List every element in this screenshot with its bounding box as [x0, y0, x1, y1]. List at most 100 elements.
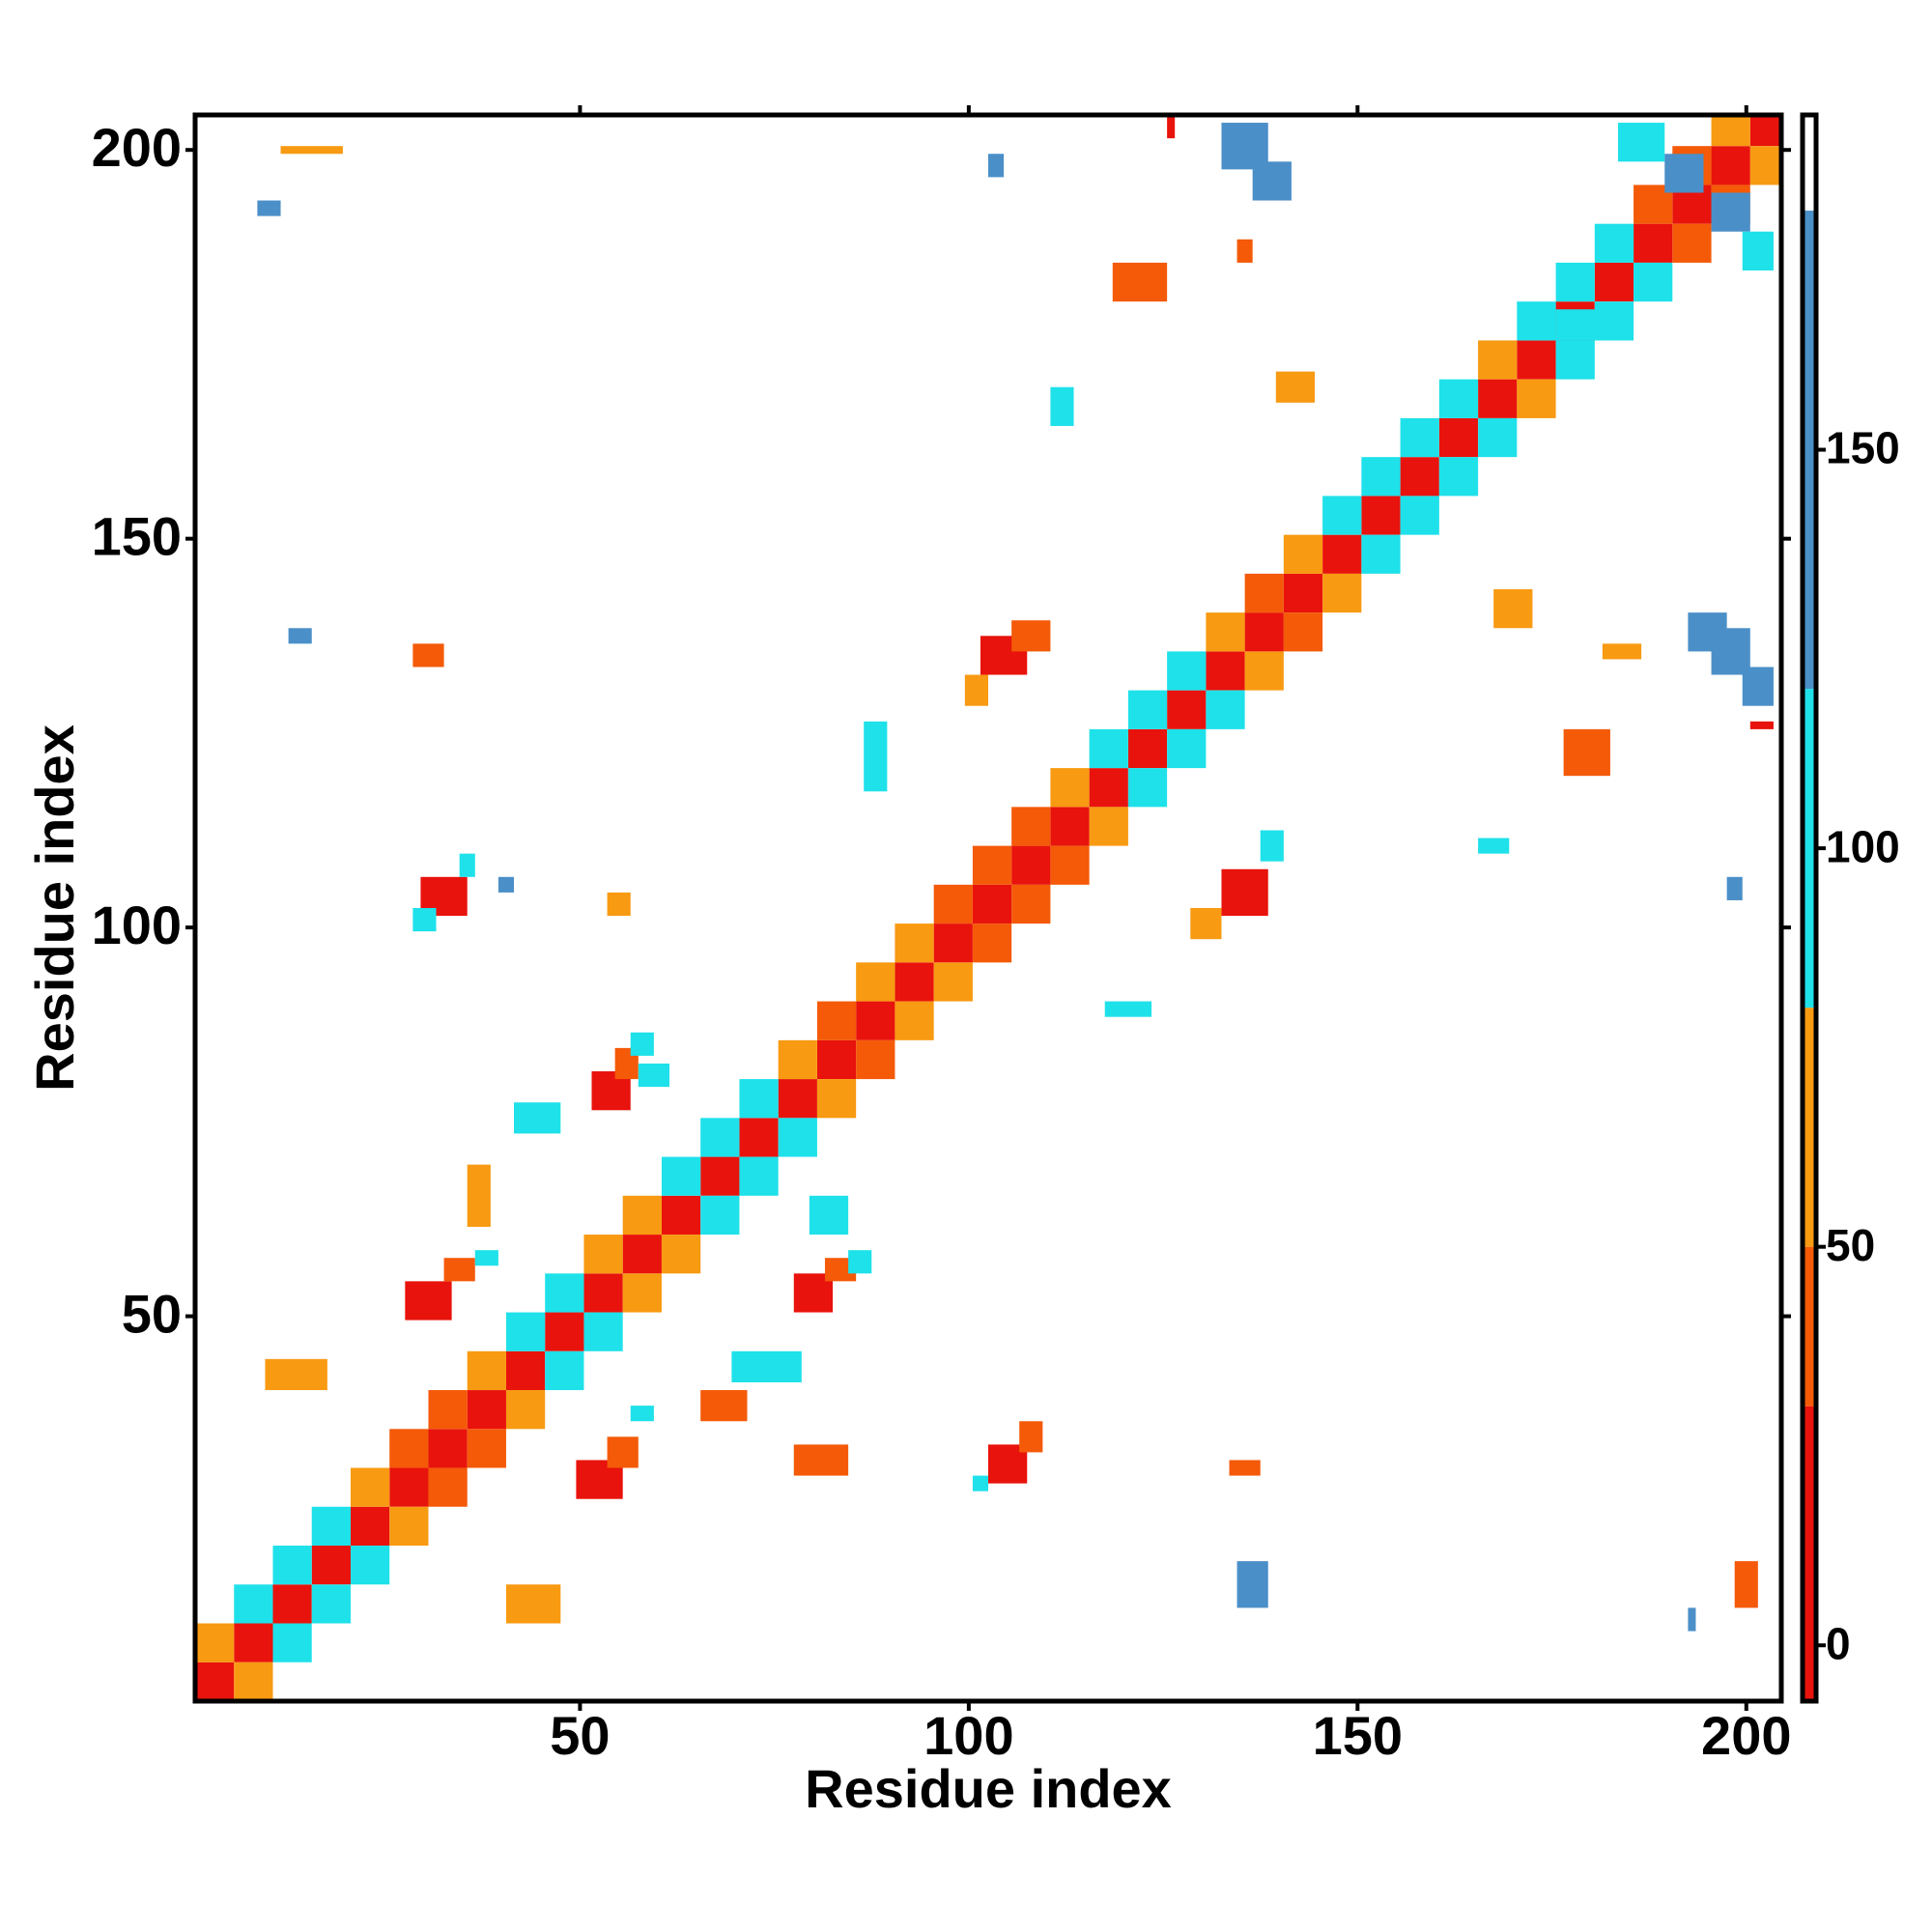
- y-tick-label: 150: [92, 505, 182, 566]
- heatmap-cell: [1011, 884, 1051, 924]
- heatmap-cell: [622, 1273, 662, 1313]
- heatmap-cell: [1400, 457, 1439, 497]
- heatmap-cell: [1050, 768, 1090, 808]
- heatmap-cell: [1011, 620, 1051, 652]
- x-tick-label: 100: [923, 1705, 1013, 1766]
- heatmap-cell: [474, 1250, 498, 1266]
- heatmap-cell: [1127, 728, 1168, 769]
- heatmap-cell: [1400, 496, 1439, 535]
- heatmap-cell: [895, 962, 934, 1002]
- heatmap-cell: [1011, 807, 1051, 846]
- heatmap-cell: [1711, 115, 1750, 147]
- heatmap-cell: [1127, 768, 1168, 808]
- heatmap-cell: [389, 1429, 429, 1468]
- heatmap-cell: [864, 721, 888, 792]
- heatmap-cell: [428, 1429, 468, 1468]
- heatmap-cell: [1555, 340, 1595, 380]
- heatmap-cells: [195, 115, 1781, 1701]
- heatmap-cell: [933, 962, 973, 1002]
- heatmap-cell: [1283, 573, 1323, 613]
- heatmap-cell: [428, 1467, 468, 1507]
- heatmap-cell: [1050, 386, 1074, 426]
- heatmap-cell: [195, 1623, 235, 1662]
- heatmap-cell: [816, 1001, 857, 1040]
- heatmap-cell: [265, 1358, 327, 1391]
- heatmap-cell: [1244, 573, 1284, 613]
- heatmap-cell: [272, 1546, 312, 1585]
- heatmap-cell: [1361, 457, 1401, 497]
- heatmap-cell: [1236, 239, 1253, 263]
- heatmap-cell: [545, 1273, 584, 1313]
- colorbar-segment: [1803, 211, 1816, 690]
- heatmap-cell: [311, 1584, 351, 1624]
- heatmap-cell: [350, 1546, 390, 1585]
- heatmap-cell: [1517, 340, 1556, 380]
- heatmap-cell: [583, 1273, 623, 1313]
- heatmap-cell: [816, 1079, 857, 1119]
- heatmap-cell: [1283, 534, 1323, 574]
- heatmap-cell: [1688, 612, 1727, 652]
- heatmap-cell: [545, 1350, 584, 1391]
- colorbar-tick-label: 100: [1826, 821, 1900, 871]
- heatmap-cell: [505, 1312, 546, 1351]
- heatmap-cell: [1112, 262, 1168, 302]
- heatmap-cell: [622, 1235, 662, 1274]
- heatmap-cell: [856, 1001, 895, 1040]
- heatmap-cell: [1089, 768, 1128, 808]
- heatmap-cell: [1438, 379, 1479, 418]
- heatmap-cell: [793, 1444, 849, 1476]
- heatmap-cell: [1322, 496, 1362, 535]
- x-tick-label: 200: [1701, 1705, 1791, 1766]
- heatmap-cell: [1236, 1561, 1268, 1608]
- heatmap-cell: [972, 884, 1012, 924]
- heatmap-cell: [972, 845, 1012, 885]
- heatmap-cell: [389, 1506, 429, 1547]
- colorbar-segment: [1803, 1246, 1816, 1406]
- heatmap-cell: [638, 1063, 669, 1088]
- heatmap-cell: [739, 1079, 779, 1119]
- heatmap-cell: [1749, 146, 1781, 185]
- plot-frame: [192, 112, 1784, 1704]
- heatmap-cell: [988, 154, 1005, 178]
- heatmap-cell: [1244, 612, 1284, 652]
- heatmap-cell: [731, 1350, 802, 1382]
- heatmap-cell: [505, 1350, 546, 1391]
- heatmap-cell: [972, 1475, 988, 1492]
- heatmap-cell: [848, 1250, 872, 1274]
- colorbar-tick-label: 0: [1826, 1618, 1851, 1668]
- heatmap-cell: [583, 1235, 623, 1274]
- heatmap-cell: [505, 1584, 561, 1624]
- heatmap-cell: [1322, 534, 1362, 574]
- heatmap-cell: [1478, 340, 1518, 380]
- heatmap-cell: [933, 923, 973, 963]
- heatmap-cell: [1734, 1561, 1758, 1608]
- heatmap-cell: [1493, 588, 1533, 629]
- heatmap-cell: [895, 923, 934, 963]
- heatmap-cell: [1478, 417, 1518, 458]
- heatmap-cell: [1206, 612, 1245, 652]
- heatmap-cell: [1019, 1421, 1043, 1453]
- heatmap-cell: [467, 1429, 506, 1468]
- heatmap-cell: [630, 1032, 654, 1056]
- heatmap-cell: [1688, 1607, 1696, 1632]
- heatmap-cell: [1167, 651, 1207, 691]
- heatmap-cell: [778, 1039, 817, 1080]
- heatmap-cell: [311, 1546, 351, 1585]
- heatmap-cell: [607, 1436, 639, 1468]
- heatmap-cell: [700, 1195, 740, 1236]
- heatmap-cell: [234, 1623, 273, 1662]
- heatmap-cell: [778, 1118, 817, 1157]
- heatmap-cell: [1478, 379, 1518, 418]
- heatmap-cell: [700, 1156, 740, 1196]
- heatmap-cell: [467, 1390, 506, 1430]
- heatmap-cell: [1749, 721, 1774, 729]
- heatmap-cell: [1127, 690, 1168, 729]
- y-axis-title: Residue index: [24, 724, 85, 1092]
- heatmap-cell: [1190, 908, 1222, 940]
- heatmap-cell: [630, 1406, 654, 1422]
- heatmap-cell: [1749, 115, 1781, 147]
- heatmap-cell: [1206, 651, 1245, 691]
- heatmap-cell: [497, 876, 515, 893]
- heatmap-cell: [1167, 115, 1176, 139]
- heatmap-cell: [350, 1506, 390, 1547]
